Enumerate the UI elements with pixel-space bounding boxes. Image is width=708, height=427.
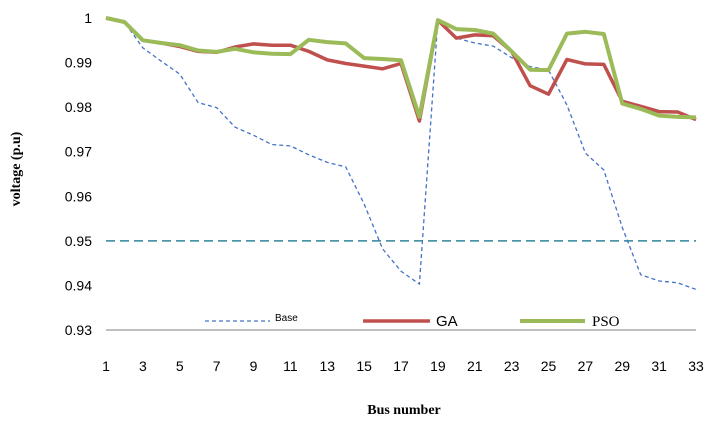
y-tick-label: 0.99 <box>65 55 92 71</box>
series-line-pso <box>105 16 697 120</box>
x-axis-title: Bus number <box>367 403 441 418</box>
legend-label-ga: GA <box>436 313 458 330</box>
y-axis-title: voltage (p.u) <box>9 131 24 206</box>
y-tick-label: 0.94 <box>65 277 92 293</box>
x-tick-label: 9 <box>250 358 258 374</box>
y-tick-label: 0.95 <box>65 233 92 249</box>
x-tick-label: 19 <box>430 358 446 374</box>
series-group <box>105 16 697 291</box>
series-line-base <box>105 17 697 291</box>
y-tick-label: 0.97 <box>65 144 92 160</box>
series-line-ga <box>105 16 697 123</box>
x-tick-label: 31 <box>651 358 667 374</box>
x-tick-label: 25 <box>541 358 557 374</box>
y-tick-label: 0.96 <box>65 188 92 204</box>
x-tick-label: 11 <box>283 358 298 374</box>
x-tick-label: 1 <box>102 358 110 374</box>
y-tick-label: 0.98 <box>65 99 92 115</box>
x-tick-label: 17 <box>393 358 409 374</box>
x-tick-label: 7 <box>213 358 221 374</box>
x-tick-label: 13 <box>319 358 335 374</box>
y-tick-label: 1 <box>84 10 92 26</box>
y-tick-label: 0.93 <box>65 322 92 338</box>
x-tick-label: 21 <box>467 358 483 374</box>
x-tick-label: 15 <box>356 358 372 374</box>
x-tick-label: 5 <box>176 358 184 374</box>
x-tick-label: 23 <box>504 358 520 374</box>
legend: Base GA PSO <box>205 313 620 330</box>
x-tick-label: 33 <box>688 358 704 374</box>
x-tick-label: 3 <box>139 358 147 374</box>
legend-label-base: Base <box>275 313 298 324</box>
x-tick-label: 27 <box>578 358 594 374</box>
legend-label-pso: PSO <box>592 314 620 330</box>
x-tick-label: 29 <box>614 358 630 374</box>
